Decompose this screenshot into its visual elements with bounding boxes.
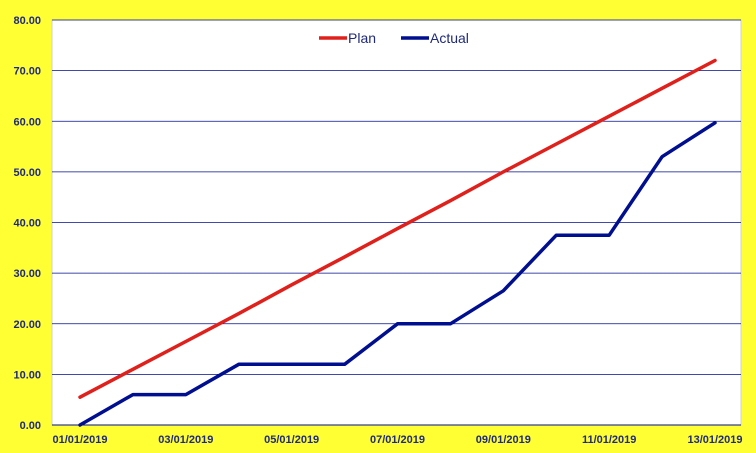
x-tick-label: 07/01/2019 (370, 434, 425, 446)
legend-label-plan: Plan (348, 30, 376, 46)
legend-label-actual: Actual (430, 30, 469, 46)
series-lines (78, 58, 717, 427)
grid-lines (52, 19, 741, 426)
series-line-plan (78, 58, 717, 399)
y-tick-label: 50.00 (13, 167, 41, 179)
x-tick-label: 09/01/2019 (476, 434, 531, 446)
y-tick-label: 80.00 (13, 15, 41, 27)
legend: Plan Actual (319, 30, 469, 46)
y-tick-label: 30.00 (13, 268, 41, 280)
series-line-actual (78, 121, 717, 427)
x-tick-label: 03/01/2019 (158, 434, 213, 446)
y-tick-label: 0.00 (20, 420, 41, 432)
y-tick-label: 70.00 (13, 66, 41, 78)
y-tick-label: 10.00 (13, 369, 41, 381)
y-tick-label: 20.00 (13, 319, 41, 331)
y-tick-label: 40.00 (13, 218, 41, 230)
x-tick-label: 01/01/2019 (52, 434, 107, 446)
x-tick-label: 11/01/2019 (582, 434, 636, 446)
y-axis-labels: 0.00 10.00 20.00 30.00 40.00 50.00 60.00 70.00 8… (13, 15, 41, 432)
y-tick-label: 60.00 (13, 116, 41, 128)
x-tick-label: 05/01/2019 (264, 434, 319, 446)
x-axis-labels: 01/01/2019 03/01/2019 05/01/2019 07/01/2019… (52, 434, 742, 446)
x-tick-label: 13/01/2019 (687, 434, 742, 446)
